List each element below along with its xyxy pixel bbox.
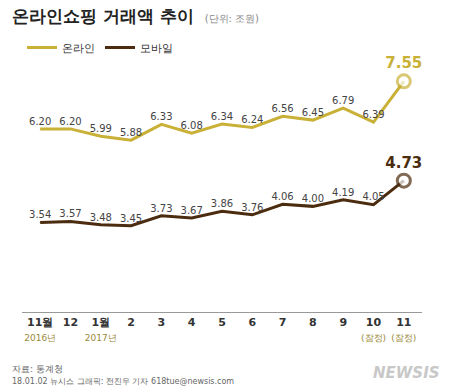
- svg-text:4.73: 4.73: [385, 154, 422, 172]
- svg-text:3.73: 3.73: [150, 203, 172, 214]
- svg-text:9: 9: [339, 316, 347, 329]
- svg-text:18.01.02 뉴시스 그래픽: 전진우 기자 618tu: 18.01.02 뉴시스 그래픽: 전진우 기자 618tue@newsis.c…: [12, 377, 234, 386]
- svg-text:6: 6: [248, 316, 256, 329]
- svg-text:3: 3: [158, 316, 166, 329]
- svg-text:6.33: 6.33: [150, 111, 172, 122]
- svg-text:11(잠정): 11(잠정): [391, 316, 416, 342]
- svg-text:3.67: 3.67: [181, 205, 203, 216]
- svg-text:4.00: 4.00: [302, 193, 324, 204]
- svg-text:3.76: 3.76: [241, 202, 263, 213]
- svg-text:7.55: 7.55: [385, 54, 422, 72]
- svg-text:3.57: 3.57: [59, 208, 81, 219]
- svg-text:모바일: 모바일: [140, 42, 173, 55]
- svg-text:12: 12: [63, 316, 78, 329]
- svg-text:6.20: 6.20: [29, 116, 51, 127]
- svg-text:자료: 통계청: 자료: 통계청: [12, 364, 63, 374]
- svg-text:3.48: 3.48: [90, 212, 112, 223]
- svg-text:5.88: 5.88: [120, 127, 142, 138]
- svg-text:6.34: 6.34: [211, 111, 233, 122]
- svg-text:6.39: 6.39: [362, 109, 384, 120]
- svg-text:온라인쇼핑 거래액 추이 (단위: 조원): 온라인쇼핑 거래액 추이 (단위: 조원): [12, 6, 259, 26]
- svg-text:6.24: 6.24: [241, 114, 263, 125]
- svg-text:5.99: 5.99: [90, 123, 112, 134]
- svg-text:1월2017년: 1월2017년: [85, 316, 117, 342]
- svg-text:6.79: 6.79: [332, 95, 354, 106]
- svg-text:6.20: 6.20: [59, 116, 81, 127]
- svg-text:5: 5: [218, 316, 226, 329]
- svg-text:6.08: 6.08: [181, 120, 203, 131]
- svg-text:7: 7: [279, 316, 287, 329]
- svg-text:온라인: 온라인: [62, 42, 95, 55]
- svg-text:6.56: 6.56: [271, 103, 293, 114]
- svg-text:4.19: 4.19: [332, 187, 354, 198]
- svg-text:2: 2: [127, 316, 135, 329]
- svg-text:8: 8: [309, 316, 317, 329]
- svg-text:3.86: 3.86: [211, 198, 233, 209]
- svg-text:3.45: 3.45: [120, 213, 142, 224]
- svg-text:10(잠정): 10(잠정): [361, 316, 386, 342]
- svg-text:11월2016년: 11월2016년: [24, 316, 56, 342]
- svg-text:NEWSIS: NEWSIS: [373, 364, 440, 382]
- svg-text:3.54: 3.54: [29, 209, 51, 220]
- svg-text:4: 4: [188, 316, 196, 329]
- svg-text:4.05: 4.05: [362, 191, 384, 202]
- svg-text:4.06: 4.06: [271, 191, 293, 202]
- svg-text:6.45: 6.45: [302, 107, 324, 118]
